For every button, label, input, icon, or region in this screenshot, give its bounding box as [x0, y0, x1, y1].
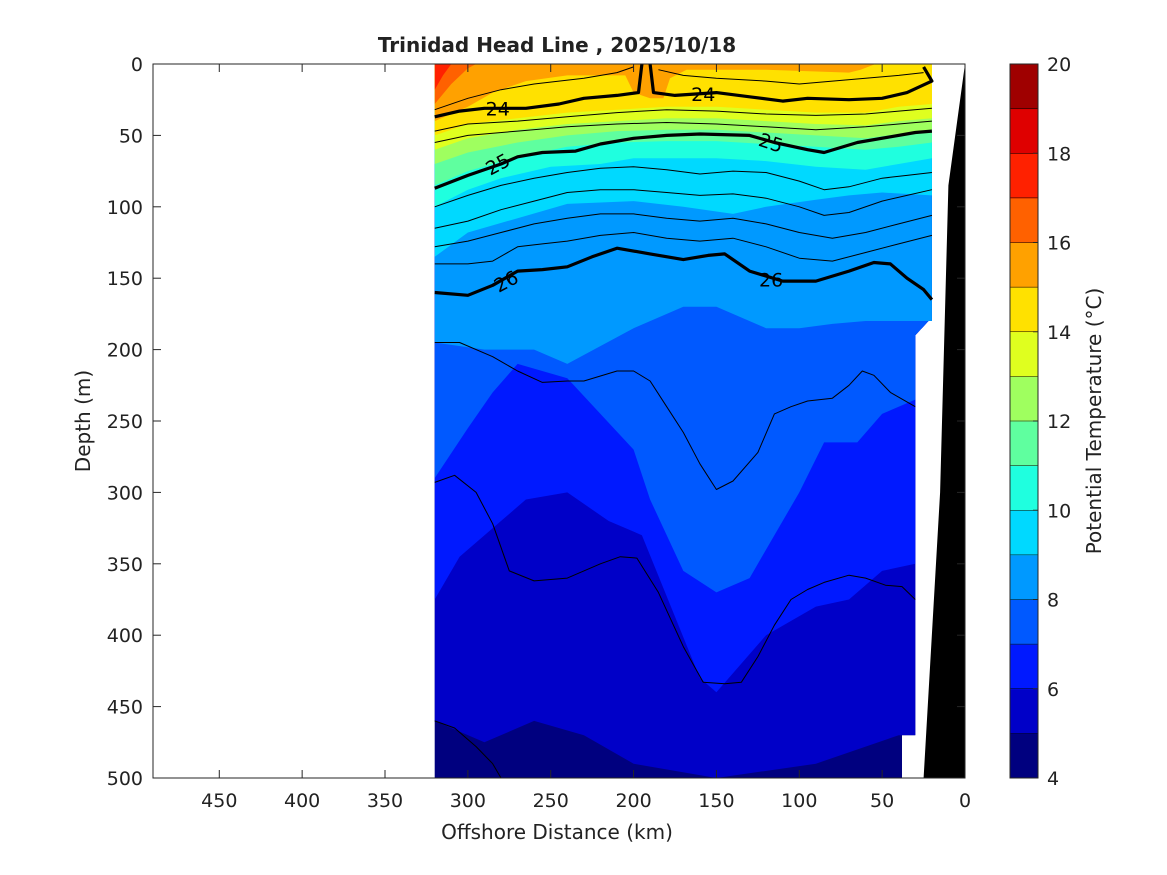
colorbar-label: Potential Temperature (°C)	[1082, 288, 1106, 555]
x-tick-label: 300	[450, 790, 486, 812]
colorbar-segment	[1010, 688, 1038, 734]
y-tick-label: 150	[107, 268, 143, 290]
y-axis-label: Depth (m)	[71, 370, 95, 472]
density-contour-25-2	[434, 166, 932, 208]
density-contour-24-9	[434, 120, 932, 143]
colorbar-segment	[1010, 421, 1038, 467]
x-tick-label: 150	[698, 790, 734, 812]
colorbar-segment	[1010, 376, 1038, 422]
colorbar-segment	[1010, 242, 1038, 288]
density-contour-26-4	[434, 474, 916, 685]
colorbar-tick-label: 14	[1047, 322, 1071, 344]
y-tick-label: 200	[107, 340, 143, 362]
colorbar-tick-label: 18	[1047, 143, 1071, 165]
colorbar-segment	[1010, 64, 1038, 110]
x-tick-label: 450	[201, 790, 237, 812]
x-tick-label: 200	[615, 790, 651, 812]
colorbar-tick-label: 6	[1047, 679, 1059, 701]
contour-label-26: 26	[759, 270, 783, 292]
colorbar-tick-label: 8	[1047, 590, 1059, 612]
y-tick-label: 0	[131, 54, 143, 76]
contour-label-24: 24	[486, 98, 510, 120]
colorbar-tick-label: 12	[1047, 411, 1071, 433]
x-tick-label: 250	[533, 790, 569, 812]
density-contour-25-8	[434, 232, 933, 265]
density-contour-26-6	[434, 720, 502, 778]
colorbar-segment	[1010, 644, 1038, 690]
density-contour-24-3	[434, 66, 634, 111]
y-tick-label: 300	[107, 482, 143, 504]
colorbar-segment	[1010, 331, 1038, 377]
temperature-band-14	[434, 64, 932, 136]
seafloor-bathymetry	[923, 64, 965, 778]
y-tick-label: 450	[107, 697, 143, 719]
colorbar-segment	[1010, 465, 1038, 511]
chart-title: Trinidad Head Line , 2025/10/18	[378, 33, 736, 57]
colorbar-segment	[1010, 153, 1038, 199]
colorbar-segment	[1010, 733, 1038, 779]
colorbar-segment	[1010, 510, 1038, 556]
x-tick-label: 0	[959, 790, 971, 812]
colorbar-tick-label: 4	[1047, 768, 1059, 790]
temperature-band-16	[434, 64, 477, 104]
x-axis-ticks: 450 400 350 300 250 200 150 100 50 0	[201, 64, 971, 812]
y-tick-label: 50	[119, 125, 143, 147]
contour-label-24: 24	[691, 84, 715, 106]
y-tick-label: 100	[107, 197, 143, 219]
density-contour-24	[434, 64, 644, 119]
density-contour-26	[434, 246, 934, 301]
colorbar-segment	[1010, 108, 1038, 154]
x-tick-label: 350	[367, 790, 403, 812]
y-tick-label: 350	[107, 554, 143, 576]
y-tick-label: 250	[107, 411, 143, 433]
density-contour-25	[434, 129, 933, 190]
temperature-band-17	[434, 64, 452, 90]
density-contour-24-6	[434, 107, 932, 132]
y-axis-ticks: 0 50 100 150 200 250 300 350 400 450 500	[107, 54, 965, 790]
x-tick-label: 50	[870, 790, 894, 812]
density-contour-25-4	[434, 189, 933, 229]
x-axis-label: Offshore Distance (km)	[441, 820, 673, 844]
x-tick-label: 400	[284, 790, 320, 812]
density-contours	[434, 64, 934, 778]
colorbar-tick-label: 10	[1047, 500, 1071, 522]
density-contour-24	[648, 64, 934, 103]
y-tick-label: 400	[107, 625, 143, 647]
colorbar-tick-label: 16	[1047, 233, 1071, 255]
colorbar-segment	[1010, 554, 1038, 600]
colorbar: 4 6 8 10 12 14 16 18 20	[1009, 54, 1071, 790]
colorbar-tick-label: 20	[1047, 54, 1071, 76]
density-contour-24-3	[658, 69, 924, 85]
y-tick-label: 500	[107, 768, 143, 790]
colorbar-segment	[1010, 599, 1038, 645]
density-contour-26-2	[434, 342, 916, 490]
x-tick-label: 100	[781, 790, 817, 812]
colorbar-segment	[1010, 287, 1038, 333]
colorbar-segment	[1010, 197, 1038, 243]
density-contour-25-6	[434, 213, 933, 248]
